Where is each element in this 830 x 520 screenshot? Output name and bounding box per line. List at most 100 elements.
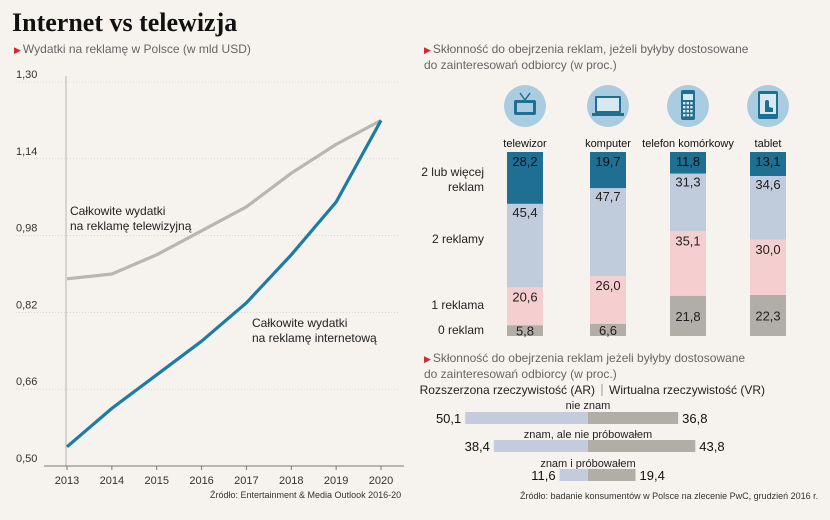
- y-tick-label: 1,30: [16, 69, 37, 81]
- stacked-bar-segment: [750, 294, 786, 336]
- segment-value-label: 34,6: [755, 177, 780, 192]
- ar-bar: [493, 440, 588, 452]
- line-chart-subtitle: ▶ Wydatki na reklamę w Polsce (w mld USD): [14, 42, 251, 56]
- ar-value-label: 11,6: [531, 468, 555, 483]
- segment-value-label: 21,8: [675, 309, 700, 324]
- phone-icon: [686, 110, 689, 113]
- stacked-bar-segment: [590, 188, 626, 277]
- x-tick-label: 2018: [279, 475, 303, 487]
- category-label: telewizor: [503, 138, 547, 150]
- stacked-bar-segment: [590, 323, 626, 336]
- tv-series-label: na reklamę telewizyjną: [70, 219, 192, 233]
- vr-value-label: 43,8: [699, 439, 724, 454]
- segment-value-label: 13,1: [755, 154, 780, 169]
- x-tick-label: 2013: [55, 475, 79, 487]
- phone-icon: [683, 102, 686, 105]
- internet-series-label: Całkowite wydatki: [252, 316, 347, 330]
- phone-icon: [690, 106, 693, 109]
- tv-icon: [519, 92, 526, 101]
- segment-value-label: 45,4: [512, 205, 537, 220]
- stacked-bar-segment: [670, 231, 706, 296]
- segment-value-label: 22,3: [755, 308, 780, 323]
- stacked-bar-segment: [750, 152, 786, 177]
- phone-icon: [683, 106, 686, 109]
- ar-category-label: znam i próbowałem: [540, 458, 635, 470]
- vr-legend-label: Wirtualna rzeczywistość (VR): [609, 383, 765, 397]
- x-tick-label: 2019: [324, 475, 348, 487]
- stack-chart-subtitle: ▶ Skłonność do obejrzenia reklam, jeżeli …: [424, 42, 749, 72]
- phone-icon: [686, 114, 689, 117]
- stacked-bar-segment: [670, 173, 706, 232]
- y-tick-label: 0,98: [16, 223, 37, 235]
- stacked-bar-segment: [507, 203, 543, 288]
- stacked-bar-segment: [507, 152, 543, 204]
- category-label: tablet: [755, 138, 782, 150]
- computer-icon: [597, 98, 619, 111]
- y-tick-label: 0,50: [16, 453, 37, 465]
- segment-value-label: 26,0: [595, 278, 620, 293]
- tv-icon: [517, 103, 533, 112]
- vr-value-label: 36,8: [682, 411, 707, 426]
- segment-legend-label: 2 lub więcej: [421, 165, 484, 179]
- y-tick-label: 0,66: [16, 376, 37, 388]
- stacked-bar-segment: [590, 152, 626, 189]
- segment-legend-label: 2 reklamy: [432, 232, 484, 246]
- segment-value-label: 5,8: [516, 324, 534, 339]
- phone-icon: [686, 106, 689, 109]
- segment-value-label: 35,1: [675, 233, 700, 248]
- segment-value-label: 47,7: [595, 189, 620, 204]
- phone-icon: [686, 102, 689, 105]
- x-tick-label: 2020: [369, 475, 393, 487]
- segment-legend-label: 0 reklam: [438, 323, 484, 337]
- ar-bar: [465, 412, 588, 424]
- computer-icon: [592, 113, 624, 116]
- phone-icon: [683, 110, 686, 113]
- segment-value-label: 28,2: [512, 154, 537, 169]
- y-tick-label: 1,14: [16, 146, 37, 158]
- segment-value-label: 19,7: [595, 154, 620, 169]
- ar-category-label: znam, ale nie próbowałem: [524, 429, 652, 441]
- ar-value-label: 38,4: [465, 439, 490, 454]
- vr-value-label: 19,4: [640, 468, 665, 483]
- phone-icon: [690, 110, 693, 113]
- ar-legend-label: Rozszerzona rzeczywistość (AR): [420, 383, 595, 397]
- tv-icon: [524, 92, 531, 101]
- ar-value-label: 50,1: [436, 411, 461, 426]
- segment-value-label: 6,6: [599, 323, 617, 338]
- vr-bar: [588, 412, 679, 424]
- stacked-bar-segment: [670, 152, 706, 174]
- segment-legend-label: 1 reklama: [431, 298, 484, 312]
- segment-value-label: 30,0: [755, 242, 780, 257]
- vr-bar: [588, 440, 696, 452]
- segment-value-label: 31,3: [675, 175, 700, 190]
- line-chart-source: Źródło: Entertainment & Media Outlook 20…: [210, 490, 402, 500]
- stacked-bar-segment: [590, 276, 626, 324]
- category-label: telefon komórkowy: [642, 138, 734, 150]
- vr-bar: [588, 469, 636, 481]
- stacked-bar-segment: [670, 295, 706, 336]
- internet-spending-line: [65, 119, 383, 449]
- ar-bar: [559, 469, 588, 481]
- x-tick-label: 2017: [234, 475, 258, 487]
- y-tick-label: 0,82: [16, 299, 37, 311]
- page-title: Internet vs telewizja: [12, 8, 238, 37]
- phone-icon: [683, 94, 693, 100]
- stacked-bar-segment: [507, 287, 543, 326]
- segment-legend-label: reklam: [448, 180, 484, 194]
- stacked-bar-segment: [507, 325, 543, 336]
- stacked-bar-segment: [750, 239, 786, 295]
- category-label: komputer: [585, 138, 631, 150]
- ar-chart-subtitle: ▶ Skłonność do obejrzenia reklam jeżeli b…: [424, 351, 746, 381]
- ar-chart-source: Źródło: badanie konsumentów w Polsce na …: [520, 491, 819, 501]
- x-tick-label: 2014: [100, 475, 124, 487]
- tv-spending-line: [66, 118, 382, 281]
- x-tick-label: 2016: [189, 475, 213, 487]
- tablet-icon: [765, 100, 773, 112]
- segment-value-label: 20,6: [512, 289, 537, 304]
- phone-icon: [690, 102, 693, 105]
- stacked-bar-segment: [750, 176, 786, 240]
- phone-icon: [683, 114, 686, 117]
- segment-value-label: 11,8: [676, 154, 700, 169]
- internet-series-label: na reklamę internetową: [252, 331, 377, 345]
